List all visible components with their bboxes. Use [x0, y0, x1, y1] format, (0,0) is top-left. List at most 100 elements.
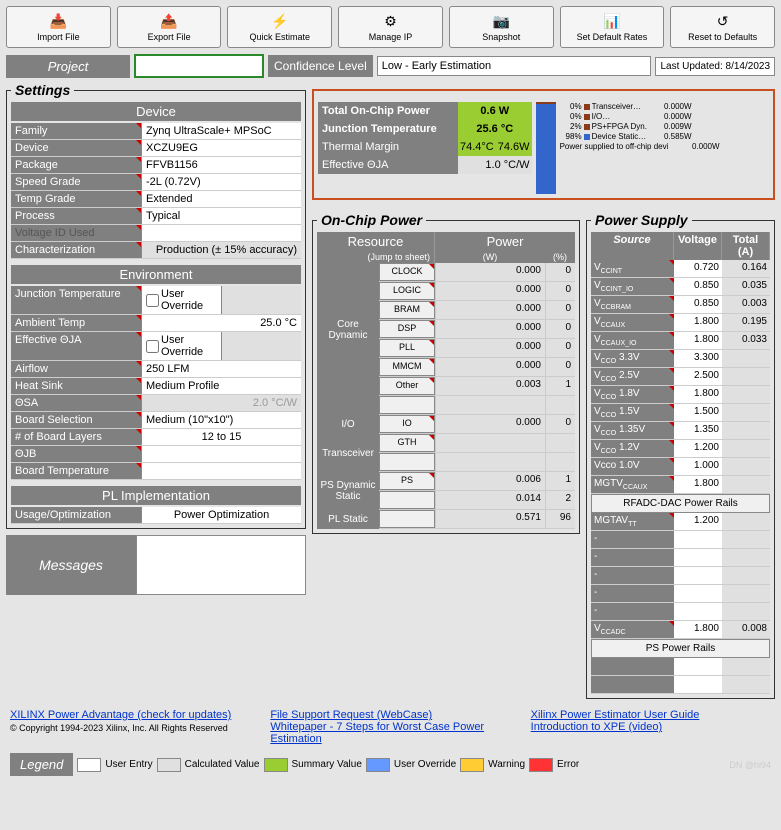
ps-voltage[interactable]: 1.800	[674, 332, 722, 349]
ocp-jump-button[interactable]: PS	[379, 472, 435, 490]
set-rates-button[interactable]: 📊Set Default Rates	[560, 6, 665, 48]
link-advantage[interactable]: XILINX Power Advantage (check for update…	[10, 709, 231, 721]
ps-voltage[interactable]: 1.800	[674, 621, 722, 638]
env-value[interactable]: 12 to 15	[141, 429, 301, 445]
device-value[interactable]: Zynq UltraScale+ MPSoC	[141, 123, 301, 139]
ps-voltage[interactable]	[674, 676, 722, 693]
device-value[interactable]: FFVB1156	[141, 157, 301, 173]
ps-voltage[interactable]: 0.850	[674, 278, 722, 295]
ocp-jump-button[interactable]: DSP	[379, 320, 435, 338]
env-value[interactable]: Medium (10"x10")	[141, 412, 301, 428]
env-key: # of Board Layers	[11, 429, 141, 445]
ps-h2: Voltage	[674, 232, 722, 260]
ps-voltage[interactable]	[674, 603, 722, 620]
ocp-jump-button[interactable]: Other	[379, 377, 435, 395]
ps-total: 0.033	[722, 332, 770, 349]
override-check[interactable]	[146, 340, 159, 353]
pl-key: Usage/Optimization	[11, 507, 141, 523]
snapshot-button[interactable]: 📷Snapshot	[449, 6, 554, 48]
ps-name: -	[591, 603, 674, 620]
ocp-pct: 0	[545, 320, 575, 338]
ps-voltage[interactable]: 3.300	[674, 350, 722, 367]
link-video[interactable]: Introduction to XPE (video)	[531, 721, 662, 733]
snapshot-icon: 📷	[493, 13, 510, 30]
project-input[interactable]	[134, 54, 264, 78]
reset-button[interactable]: ↺Reset to Defaults	[670, 6, 775, 48]
ocp-jump-button[interactable]: LOGIC	[379, 282, 435, 300]
ocp-pct	[545, 453, 575, 471]
env-value[interactable]: 250 LFM	[141, 361, 301, 377]
ocp-watts: 0.014	[435, 491, 545, 509]
env-value[interactable]	[141, 463, 301, 479]
ps-total	[722, 440, 770, 457]
ps-name: VCCADC	[591, 621, 674, 638]
ps-voltage[interactable]	[674, 531, 722, 548]
import-icon: 📥	[50, 13, 67, 30]
ps-voltage[interactable]: 0.720	[674, 260, 722, 277]
toolbar: 📥Import File 📤Export File ⚡Quick Estimat…	[0, 0, 781, 54]
manage-ip-button[interactable]: ⚙Manage IP	[338, 6, 443, 48]
ps-voltage[interactable]: 1.200	[674, 513, 722, 530]
device-value[interactable]: Production (± 15% accuracy)	[141, 242, 301, 258]
ps-voltage[interactable]: 1.800	[674, 314, 722, 331]
copyright: © Copyright 1994-2023 Xilinx, Inc. All R…	[10, 721, 250, 733]
ps-total	[722, 386, 770, 403]
export-file-button[interactable]: 📤Export File	[117, 6, 222, 48]
ocp-pct: 1	[545, 472, 575, 490]
ocp-pct: 0	[545, 282, 575, 300]
env-value[interactable]: 25.0 °C	[141, 315, 301, 331]
ps-voltage[interactable]: 2.500	[674, 368, 722, 385]
ocp-jump-button[interactable]: MMCM	[379, 358, 435, 376]
ocp-h1: Resource	[317, 232, 435, 251]
ocp-pct	[545, 396, 575, 414]
ocp-pct: 96	[545, 510, 575, 528]
ps-voltage[interactable]: 1.350	[674, 422, 722, 439]
ps-voltage[interactable]: 1.800	[674, 386, 722, 403]
rfadc-button[interactable]: RFADC-DAC Power Rails	[591, 494, 770, 513]
legend-text: Warning	[488, 759, 525, 770]
ocp-group-label: CoreDynamic	[317, 263, 379, 396]
bar-val: 0.585W	[654, 132, 692, 141]
confidence-value[interactable]: Low - Early Estimation	[377, 56, 652, 76]
ps-voltage[interactable]: 1.800	[674, 476, 722, 493]
env-override[interactable]: User Override	[141, 286, 221, 314]
quick-estimate-button[interactable]: ⚡Quick Estimate	[227, 6, 332, 48]
ps-voltage[interactable]: 1.500	[674, 404, 722, 421]
env-override[interactable]: User Override	[141, 332, 221, 360]
ps-h1: Source	[591, 232, 674, 260]
ps-voltage[interactable]	[674, 567, 722, 584]
device-value[interactable]	[141, 225, 301, 241]
device-value[interactable]: XCZU9EG	[141, 140, 301, 156]
ocp-jump-button[interactable]: IO	[379, 415, 435, 433]
link-userguide[interactable]: Xilinx Power Estimator User Guide	[531, 709, 700, 721]
ps-rails-button[interactable]: PS Power Rails	[591, 639, 770, 658]
device-value[interactable]: -2L (0.72V)	[141, 174, 301, 190]
env-value[interactable]	[141, 446, 301, 462]
device-key: Family	[11, 123, 141, 139]
legend-label: Legend	[10, 753, 73, 776]
env-value[interactable]: Medium Profile	[141, 378, 301, 394]
override-check[interactable]	[146, 294, 159, 307]
ps-voltage[interactable]	[674, 658, 722, 675]
legend-text: Summary Value	[292, 759, 362, 770]
ocp-jump-button[interactable]: CLOCK	[379, 263, 435, 281]
link-support[interactable]: File Support Request (WebCase)	[270, 709, 432, 721]
ps-voltage[interactable]: 1.000	[674, 458, 722, 475]
pl-value[interactable]: Power Optimization	[141, 507, 301, 523]
ps-voltage[interactable]	[674, 585, 722, 602]
device-value[interactable]: Typical	[141, 208, 301, 224]
ocp-jump-button[interactable]: BRAM	[379, 301, 435, 319]
import-file-button[interactable]: 📥Import File	[6, 6, 111, 48]
legend-text: User Entry	[105, 759, 152, 770]
ocp-h2: Power	[435, 232, 575, 251]
link-whitepaper[interactable]: Whitepaper - 7 Steps for Worst Case Powe…	[270, 721, 484, 745]
supplied-label: Power supplied to off-chip devi	[560, 142, 680, 151]
ps-total	[722, 513, 770, 530]
ocp-jump-button[interactable]: PLL	[379, 339, 435, 357]
ps-voltage[interactable]: 1.200	[674, 440, 722, 457]
ps-voltage[interactable]	[674, 549, 722, 566]
env-value[interactable]: 2.0 °C/W	[141, 395, 301, 411]
device-value[interactable]: Extended	[141, 191, 301, 207]
ocp-jump-button[interactable]: GTH	[379, 434, 435, 452]
ps-voltage[interactable]: 0.850	[674, 296, 722, 313]
